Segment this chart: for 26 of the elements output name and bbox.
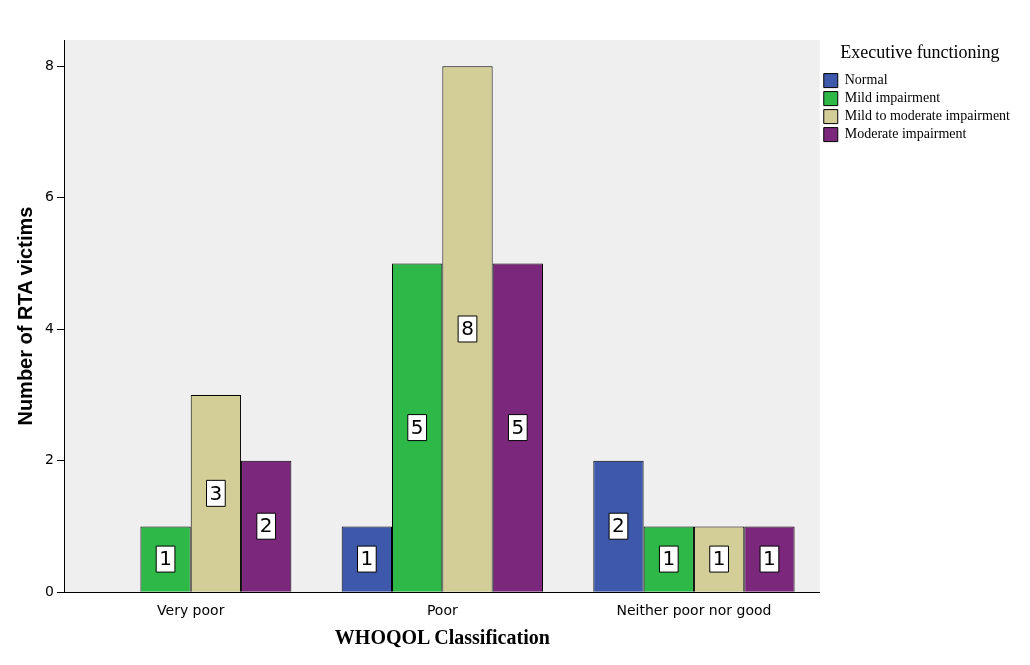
data-label: 5 xyxy=(511,414,525,439)
x-tick-label: Poor xyxy=(426,602,458,619)
x-tick-label: Neither poor nor good xyxy=(616,602,772,619)
data-label: 5 xyxy=(410,414,424,439)
legend-label: Mild impairment xyxy=(844,90,941,106)
y-tick-label: 0 xyxy=(44,582,54,599)
data-label: 3 xyxy=(209,480,223,505)
x-tick-label: Very poor xyxy=(157,602,225,619)
y-tick-label: 8 xyxy=(44,56,54,73)
x-axis-title: WHOQOL Classification xyxy=(334,626,550,649)
y-axis-title: Number of RTA victims xyxy=(13,206,36,426)
data-label: 1 xyxy=(763,546,776,571)
y-tick-label: 4 xyxy=(44,319,54,336)
legend-label: Normal xyxy=(844,72,888,88)
data-label: 1 xyxy=(159,546,172,571)
data-label: 2 xyxy=(259,513,273,538)
legend-title: Executive functioning xyxy=(840,41,1000,62)
data-label: 1 xyxy=(712,546,726,571)
data-label: 8 xyxy=(461,316,474,341)
legend-label: Moderate impairment xyxy=(844,126,967,142)
data-label: 1 xyxy=(360,546,374,571)
data-label: 2 xyxy=(612,513,625,538)
legend-label: Mild to moderate impairment xyxy=(844,108,1011,124)
y-tick-label: 2 xyxy=(44,451,54,468)
data-label: 1 xyxy=(662,546,676,571)
y-tick-label: 6 xyxy=(44,188,54,205)
